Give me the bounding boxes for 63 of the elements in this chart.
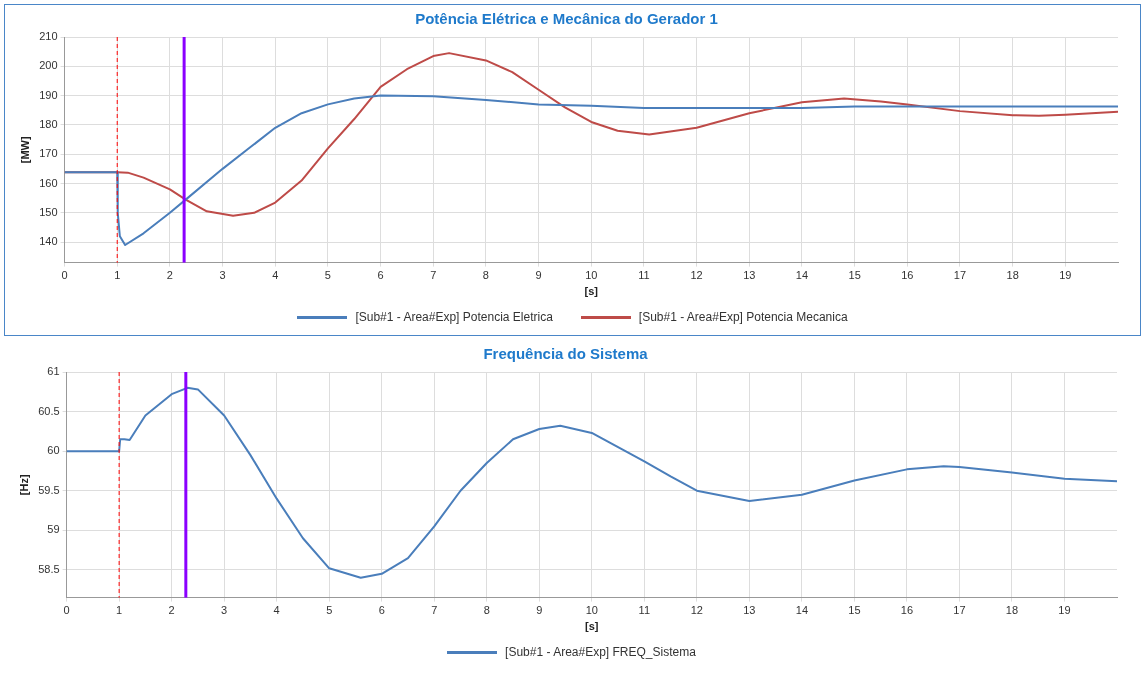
x-tick-label: 18	[1005, 604, 1019, 617]
x-tick-label: 15	[848, 604, 861, 617]
x-tick-label: 8	[483, 604, 490, 617]
y-tick-label: 210	[39, 30, 58, 43]
x-tick-label: 10	[585, 269, 598, 282]
legend-label: [Sub#1 - Area#Exp] Potencia Mecanica	[638, 310, 848, 324]
x-tick-label: 9	[535, 269, 542, 282]
x-tick-label: 13	[743, 604, 756, 617]
y-tick-label: 150	[39, 205, 58, 218]
y-tick-label: 170	[39, 147, 58, 160]
x-tick-label: 6	[377, 269, 384, 282]
x-tick-label: 18	[1006, 269, 1019, 282]
x-tick-label: 1	[114, 269, 121, 282]
x-tick-label: 10	[585, 604, 598, 617]
x-tick-label: 11	[638, 269, 650, 282]
x-axis-title: [s]	[584, 285, 599, 298]
y-tick-label: 60	[47, 444, 60, 457]
x-tick-label: 5	[326, 604, 333, 617]
x-tick-label: 4	[272, 269, 279, 282]
y-tick-label: 59	[47, 523, 60, 536]
x-tick-label: 17	[953, 604, 966, 617]
x-tick-label: 6	[378, 604, 385, 617]
x-axis-title: [s]	[585, 620, 599, 633]
x-tick-label: 7	[431, 604, 438, 617]
x-tick-label: 0	[61, 269, 68, 282]
x-tick-label: 16	[900, 604, 914, 617]
x-tick-label: 17	[953, 269, 967, 282]
y-axis-title: [MW]	[18, 136, 31, 164]
x-tick-label: 2	[168, 604, 175, 617]
x-tick-label: 3	[221, 604, 228, 617]
y-tick-label: 190	[39, 88, 58, 101]
legend-label: [Sub#1 - Area#Exp] Potencia Eletrica	[355, 310, 553, 324]
x-tick-label: 19	[1059, 269, 1072, 282]
y-tick-label: 180	[39, 117, 58, 130]
x-tick-label: 19	[1058, 604, 1071, 617]
x-tick-label: 12	[690, 269, 703, 282]
x-tick-label: 15	[848, 269, 861, 282]
x-tick-label: 9	[536, 604, 543, 617]
x-tick-label: 7	[430, 269, 437, 282]
y-tick-label: 200	[39, 59, 58, 72]
x-tick-label: 11	[638, 604, 651, 617]
chart-title: Frequência do Sistema	[483, 345, 649, 363]
y-tick-label: 140	[39, 235, 58, 248]
x-tick-label: 13	[743, 269, 756, 282]
x-tick-label: 4	[273, 604, 280, 617]
x-tick-label: 1	[116, 604, 123, 617]
y-tick-label: 59.5	[38, 483, 60, 496]
x-tick-label: 16	[901, 269, 914, 282]
x-tick-label: 14	[795, 604, 809, 617]
x-tick-label: 14	[795, 269, 809, 282]
y-tick-label: 60.5	[38, 404, 60, 417]
x-tick-label: 8	[482, 269, 489, 282]
x-tick-label: 3	[219, 269, 226, 282]
y-tick-label: 160	[39, 176, 58, 189]
x-tick-label: 0	[63, 604, 70, 617]
x-tick-label: 12	[690, 604, 703, 617]
y-axis-title: [Hz]	[17, 474, 30, 496]
x-tick-label: 2	[166, 269, 173, 282]
legend-label: [Sub#1 - Area#Exp] FREQ_Sistema	[505, 645, 696, 659]
y-tick-label: 61	[47, 365, 60, 378]
y-tick-label: 58.5	[38, 562, 60, 575]
x-tick-label: 5	[324, 269, 331, 282]
chart-title: Potência Elétrica e Mecânica do Gerador 1	[415, 10, 718, 28]
